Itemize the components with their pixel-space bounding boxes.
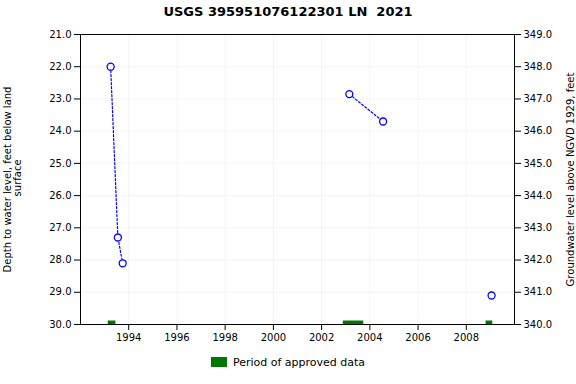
svg-text:1998: 1998 — [212, 332, 237, 343]
svg-text:2002: 2002 — [309, 332, 334, 343]
svg-text:2008: 2008 — [454, 332, 479, 343]
svg-text:Groundwater level above NGVD 1: Groundwater level above NGVD 1929, feet — [565, 73, 576, 287]
svg-text:344.0: 344.0 — [524, 190, 553, 201]
svg-text:349.0: 349.0 — [524, 29, 553, 40]
svg-text:27.0: 27.0 — [49, 222, 71, 233]
svg-text:345.0: 345.0 — [524, 158, 553, 169]
svg-text:25.0: 25.0 — [49, 158, 71, 169]
svg-text:Depth to water level, feet bel: Depth to water level, feet below land su… — [2, 87, 23, 273]
svg-text:29.0: 29.0 — [49, 286, 71, 297]
svg-text:1996: 1996 — [164, 332, 189, 343]
html-text:USGS 395951076122301 LN 2021: USGS 395951076122301 LN 2021 — [163, 4, 413, 19]
svg-text:2004: 2004 — [357, 332, 382, 343]
svg-text:22.0: 22.0 — [49, 61, 71, 72]
svg-text:26.0: 26.0 — [49, 190, 71, 201]
svg-text:342.0: 342.0 — [524, 254, 553, 265]
svg-text:24.0: 24.0 — [49, 125, 71, 136]
svg-text:30.0: 30.0 — [49, 319, 71, 330]
svg-text:347.0: 347.0 — [524, 93, 553, 104]
svg-text:340.0: 340.0 — [524, 319, 553, 330]
html-text:Period of approved data: Period of approved data — [232, 355, 366, 369]
svg-text:28.0: 28.0 — [49, 254, 71, 265]
svg-text:23.0: 23.0 — [49, 93, 71, 104]
svg-text:343.0: 343.0 — [524, 222, 553, 233]
svg-text:1994: 1994 — [116, 332, 141, 343]
svg-text:21.0: 21.0 — [49, 29, 71, 40]
svg-text:2000: 2000 — [261, 332, 286, 343]
svg-text:341.0: 341.0 — [524, 286, 553, 297]
svg-text:348.0: 348.0 — [524, 61, 553, 72]
svg-text:2006: 2006 — [405, 332, 430, 343]
svg-text:346.0: 346.0 — [524, 125, 553, 136]
